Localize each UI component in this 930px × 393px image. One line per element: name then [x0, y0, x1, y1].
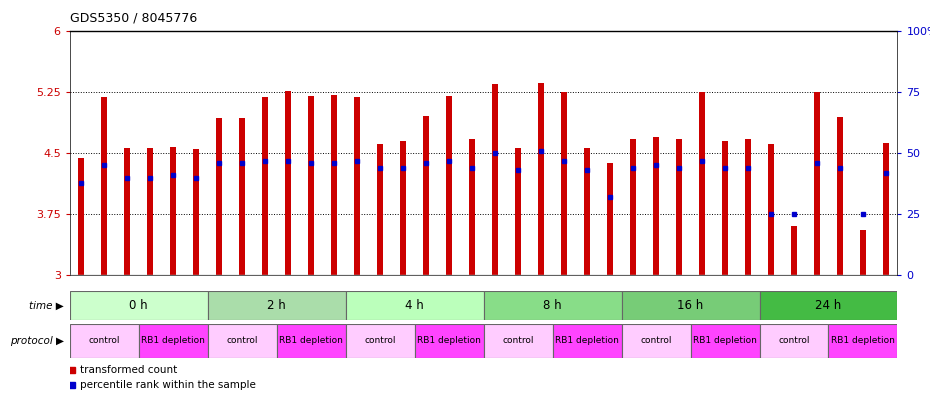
- Text: 4 h: 4 h: [405, 299, 424, 312]
- Bar: [561, 92, 567, 275]
- Text: RB1 depletion: RB1 depletion: [693, 336, 757, 345]
- Bar: [631, 140, 636, 275]
- Bar: [308, 96, 314, 275]
- Bar: [621, 291, 760, 320]
- Bar: [331, 95, 337, 275]
- Text: protocol ▶: protocol ▶: [10, 336, 64, 346]
- Bar: [378, 143, 383, 275]
- Bar: [147, 148, 153, 275]
- Bar: [276, 324, 346, 358]
- Bar: [745, 140, 751, 275]
- Bar: [722, 141, 728, 275]
- Bar: [415, 324, 484, 358]
- Bar: [217, 118, 222, 275]
- Text: RB1 depletion: RB1 depletion: [279, 336, 343, 345]
- Text: RB1 depletion: RB1 depletion: [555, 336, 619, 345]
- Text: control: control: [365, 336, 396, 345]
- Bar: [884, 143, 889, 275]
- Bar: [193, 149, 199, 275]
- Bar: [584, 148, 590, 275]
- Text: RB1 depletion: RB1 depletion: [418, 336, 481, 345]
- Bar: [699, 92, 705, 275]
- Text: RB1 depletion: RB1 depletion: [141, 336, 206, 345]
- Bar: [552, 324, 621, 358]
- Bar: [170, 147, 176, 275]
- Bar: [814, 92, 820, 275]
- Bar: [760, 291, 897, 320]
- Bar: [70, 291, 207, 320]
- Bar: [607, 163, 613, 275]
- Text: control: control: [88, 336, 120, 345]
- Bar: [78, 158, 84, 275]
- Bar: [125, 148, 130, 275]
- Bar: [239, 118, 246, 275]
- Text: RB1 depletion: RB1 depletion: [831, 336, 895, 345]
- Text: 0 h: 0 h: [129, 299, 148, 312]
- Bar: [400, 141, 406, 275]
- Text: control: control: [226, 336, 258, 345]
- Text: control: control: [502, 336, 534, 345]
- Bar: [538, 83, 544, 275]
- Bar: [207, 291, 346, 320]
- Bar: [676, 139, 682, 275]
- Bar: [70, 324, 139, 358]
- Bar: [690, 324, 760, 358]
- Bar: [286, 91, 291, 275]
- Bar: [492, 84, 498, 275]
- Bar: [207, 324, 276, 358]
- Bar: [791, 226, 797, 275]
- Text: control: control: [778, 336, 810, 345]
- Bar: [423, 116, 429, 275]
- Text: percentile rank within the sample: percentile rank within the sample: [80, 380, 256, 389]
- Bar: [515, 148, 521, 275]
- Bar: [760, 324, 829, 358]
- Bar: [101, 97, 107, 275]
- Bar: [768, 143, 774, 275]
- Text: 24 h: 24 h: [816, 299, 842, 312]
- Bar: [354, 97, 360, 275]
- Bar: [470, 140, 475, 275]
- Bar: [484, 291, 621, 320]
- Text: control: control: [640, 336, 671, 345]
- Bar: [346, 291, 484, 320]
- Text: time ▶: time ▶: [30, 301, 64, 310]
- Bar: [860, 230, 866, 275]
- Text: 16 h: 16 h: [677, 299, 704, 312]
- Bar: [621, 324, 690, 358]
- Bar: [837, 117, 843, 275]
- Bar: [446, 96, 452, 275]
- Text: 8 h: 8 h: [543, 299, 562, 312]
- Text: transformed count: transformed count: [80, 365, 177, 375]
- Text: GDS5350 / 8045776: GDS5350 / 8045776: [70, 12, 197, 25]
- Bar: [653, 137, 659, 275]
- Bar: [346, 324, 415, 358]
- Bar: [139, 324, 207, 358]
- Bar: [262, 97, 268, 275]
- Text: 2 h: 2 h: [267, 299, 286, 312]
- Bar: [829, 324, 897, 358]
- Bar: [484, 324, 552, 358]
